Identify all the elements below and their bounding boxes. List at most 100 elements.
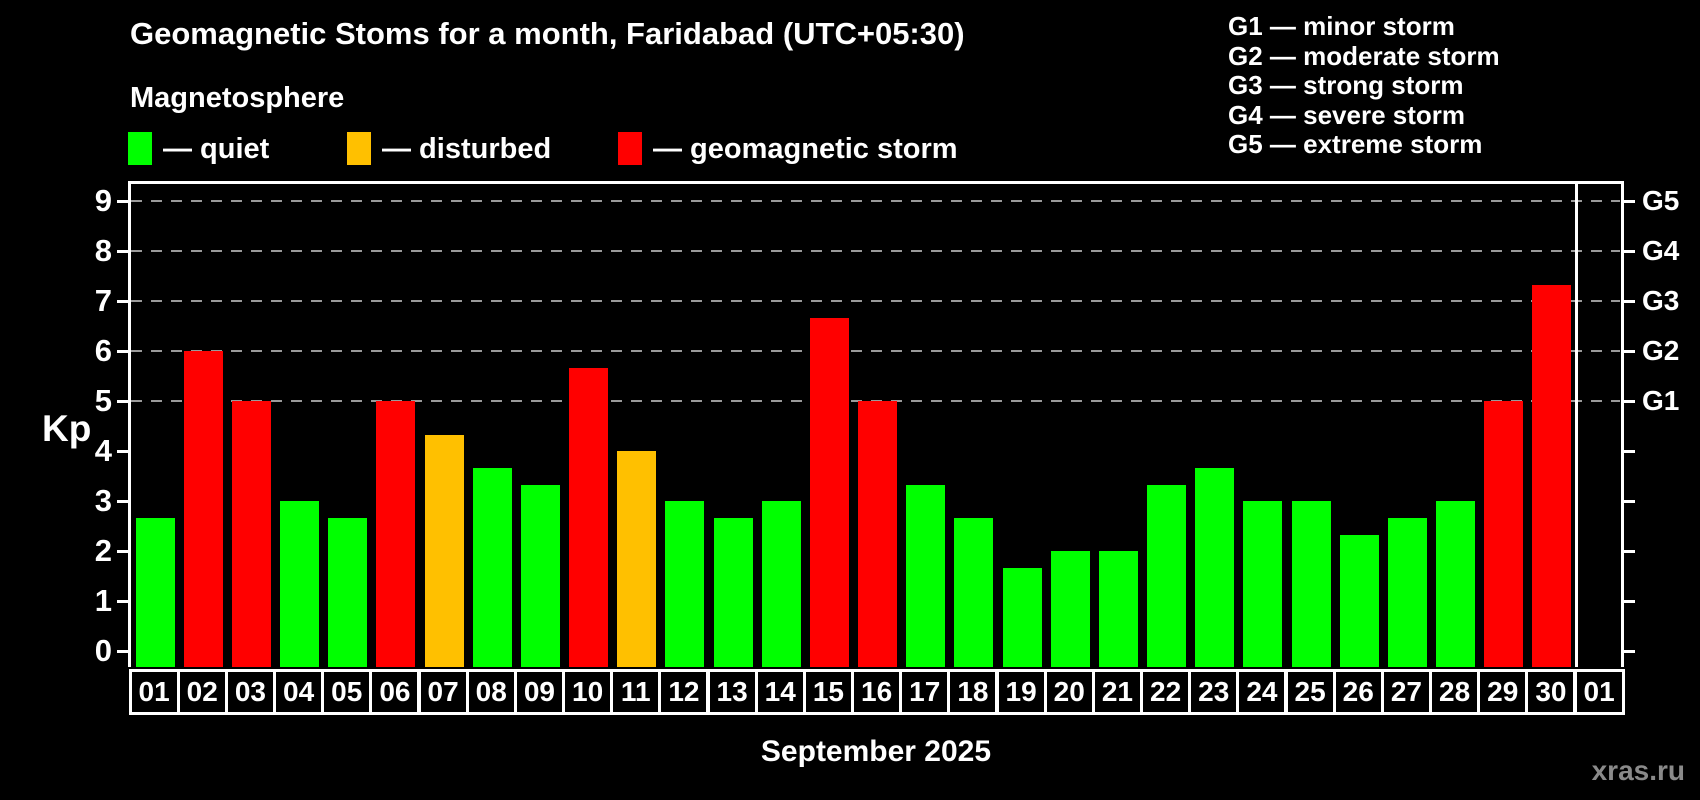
legend-label-storm: — geomagnetic storm: [653, 133, 958, 165]
y-tick-label: 9: [94, 183, 112, 218]
y-axis-tick-left: [117, 399, 131, 403]
g-scale-legend-line: G4 — severe storm: [1228, 99, 1466, 130]
day-label-cell: 07: [417, 669, 469, 715]
g-scale-legend-line: G2 — moderate storm: [1228, 40, 1500, 71]
day-label-cell: 28: [1429, 669, 1481, 715]
y-axis-tick-left: [117, 249, 131, 253]
kp-bar: [809, 317, 849, 667]
day-label-cell: 01: [1573, 669, 1625, 715]
legend-swatch-quiet: [128, 132, 152, 165]
kp-bar: [1195, 467, 1235, 667]
y-axis-tick-right: [1621, 399, 1635, 403]
day-label-cell: 08: [465, 669, 517, 715]
kp-bar: [665, 501, 705, 667]
kp-bar: [1050, 551, 1090, 667]
kp-bar: [135, 517, 175, 667]
y-tick-label: 3: [94, 483, 112, 518]
kp-bar: [1098, 551, 1138, 667]
y-axis-tick-left: [117, 349, 131, 353]
day-label-cell: 30: [1525, 669, 1577, 715]
y-tick-label: 7: [94, 283, 112, 318]
day-label-cell: 03: [224, 669, 276, 715]
day-label-cell: 19: [995, 669, 1047, 715]
y-tick-label: 2: [94, 533, 112, 568]
month-separator-line: [1575, 184, 1578, 667]
y-axis-tick-left: [117, 199, 131, 203]
day-label-cell: 04: [273, 669, 325, 715]
kp-bar: [1532, 284, 1572, 667]
day-label-cell: 24: [1236, 669, 1288, 715]
day-label-cell: 16: [851, 669, 903, 715]
day-label-cell: 06: [369, 669, 421, 715]
y-axis-tick-right: [1621, 349, 1635, 353]
y-tick-label: 1: [94, 583, 112, 618]
y-axis-tick-left: [117, 499, 131, 503]
g-tick-label: G5: [1642, 185, 1680, 216]
day-label-cell: 21: [1091, 669, 1143, 715]
kp-bar: [1002, 567, 1042, 667]
kp-bar: [617, 451, 657, 667]
g-scale-legend-line: G5 — extreme storm: [1228, 129, 1483, 160]
y-tick-label: 5: [94, 383, 112, 418]
kp-bar: [231, 401, 271, 667]
legend-swatch-storm: [618, 132, 642, 165]
kp-bar: [472, 467, 512, 667]
day-label-cell: 17: [899, 669, 951, 715]
kp-bar: [1436, 501, 1476, 667]
y-tick-label: 8: [94, 233, 112, 268]
plot-border: [128, 181, 1624, 667]
day-label-cell: 27: [1380, 669, 1432, 715]
kp-bar: [280, 501, 320, 667]
day-label-cell: 15: [802, 669, 854, 715]
y-axis-tick-right: [1621, 599, 1635, 603]
kp-bar: [858, 401, 898, 667]
x-axis-month-label: September 2025: [760, 735, 992, 768]
chart-subtitle: Magnetosphere: [130, 82, 345, 114]
day-label-cell: 10: [562, 669, 614, 715]
legend-label-quiet: — quiet: [163, 133, 270, 165]
day-label-cell: 25: [1284, 669, 1336, 715]
kp-bar: [183, 351, 223, 667]
day-label-cell: 14: [754, 669, 806, 715]
y-axis-tick-left: [117, 549, 131, 553]
y-tick-label: 4: [94, 433, 112, 468]
y-axis-tick-left: [117, 599, 131, 603]
day-label-cell: 01: [128, 669, 180, 715]
y-tick-label: 6: [94, 333, 112, 368]
kp-bar: [1291, 501, 1331, 667]
kp-bar: [713, 517, 753, 667]
g-tick-label: G4: [1642, 235, 1680, 266]
y-axis-tick-right: [1621, 449, 1635, 453]
day-label-cell: 20: [1043, 669, 1095, 715]
chart-title: Geomagnetic Stoms for a month, Faridabad…: [130, 16, 965, 51]
kp-bar: [1339, 534, 1379, 667]
y-axis-tick-right: [1621, 249, 1635, 253]
gridline: [131, 350, 1620, 352]
y-axis-tick-left: [117, 449, 131, 453]
y-axis-tick-right: [1621, 299, 1635, 303]
y-axis-tick-right: [1621, 499, 1635, 503]
y-axis-tick-right: [1621, 549, 1635, 553]
kp-bar: [424, 434, 464, 667]
day-label-cell: 18: [947, 669, 999, 715]
day-label-cell: 13: [706, 669, 758, 715]
day-label-cell: 09: [513, 669, 565, 715]
gridline: [131, 300, 1620, 302]
g-scale-legend-line: G3 — strong storm: [1228, 70, 1464, 101]
g-scale-legend-line: G1 — minor storm: [1228, 11, 1455, 41]
kp-bar: [1243, 501, 1283, 667]
kp-bar: [376, 401, 416, 667]
y-axis-tick-left: [117, 649, 131, 653]
gridline: [131, 200, 1620, 202]
g-tick-label: G3: [1642, 285, 1680, 316]
y-axis-tick-right: [1621, 199, 1635, 203]
day-label-cell: 29: [1477, 669, 1529, 715]
day-label-cell: 22: [1140, 669, 1192, 715]
gridline: [131, 250, 1620, 252]
kp-bar: [328, 517, 368, 667]
y-axis-tick-left: [117, 299, 131, 303]
kp-bar: [1147, 484, 1187, 667]
kp-bar: [761, 501, 801, 667]
kp-bar: [954, 517, 994, 667]
